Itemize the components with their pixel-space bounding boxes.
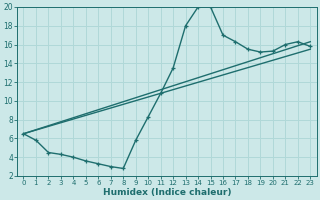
X-axis label: Humidex (Indice chaleur): Humidex (Indice chaleur) [103,188,231,197]
